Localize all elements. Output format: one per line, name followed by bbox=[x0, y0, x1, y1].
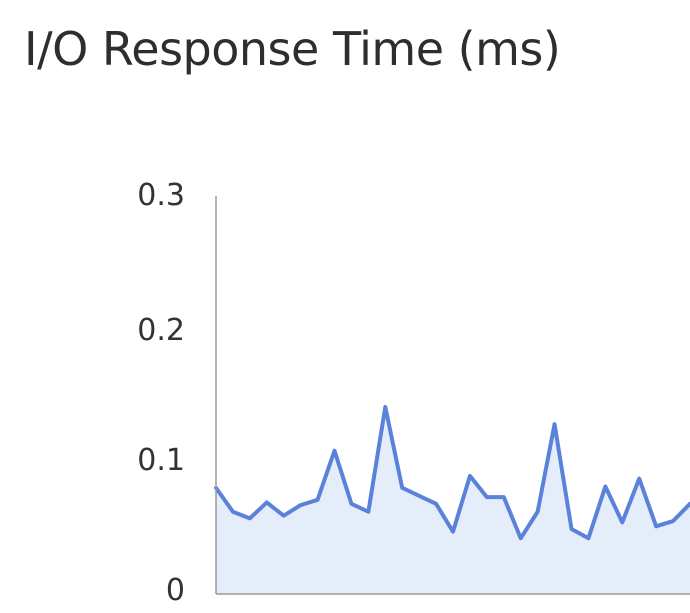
data-point bbox=[248, 516, 252, 520]
data-point bbox=[502, 495, 506, 499]
y-tick-label: 0.1 bbox=[137, 443, 185, 478]
data-point bbox=[231, 510, 235, 514]
data-point bbox=[282, 514, 286, 518]
data-point bbox=[586, 536, 590, 540]
data-point bbox=[654, 524, 658, 528]
data-point bbox=[316, 498, 320, 502]
data-point bbox=[620, 520, 624, 524]
y-tick-label: 0.3 bbox=[137, 178, 185, 213]
data-point bbox=[637, 477, 641, 481]
data-point bbox=[519, 536, 523, 540]
data-point bbox=[603, 485, 607, 489]
y-tick-label: 0 bbox=[166, 573, 185, 608]
series-area-fill bbox=[216, 406, 690, 594]
data-point bbox=[299, 503, 303, 507]
data-point bbox=[333, 449, 337, 453]
data-point bbox=[400, 486, 404, 490]
data-point bbox=[468, 474, 472, 478]
data-point bbox=[349, 502, 353, 506]
data-point bbox=[434, 502, 438, 506]
data-point bbox=[265, 500, 269, 504]
data-point bbox=[417, 494, 421, 498]
data-point bbox=[536, 510, 540, 514]
series-line bbox=[214, 404, 690, 541]
data-point bbox=[671, 519, 675, 523]
y-tick-labels: 0.3 0.2 0.1 0 bbox=[137, 178, 185, 608]
data-point bbox=[485, 495, 489, 499]
data-point bbox=[383, 405, 387, 409]
data-point bbox=[366, 510, 370, 514]
y-tick-label: 0.2 bbox=[137, 313, 185, 348]
chart-title: I/O Response Time (ms) bbox=[24, 22, 561, 76]
data-point bbox=[570, 527, 574, 531]
data-point bbox=[451, 530, 455, 534]
data-point bbox=[553, 422, 557, 426]
